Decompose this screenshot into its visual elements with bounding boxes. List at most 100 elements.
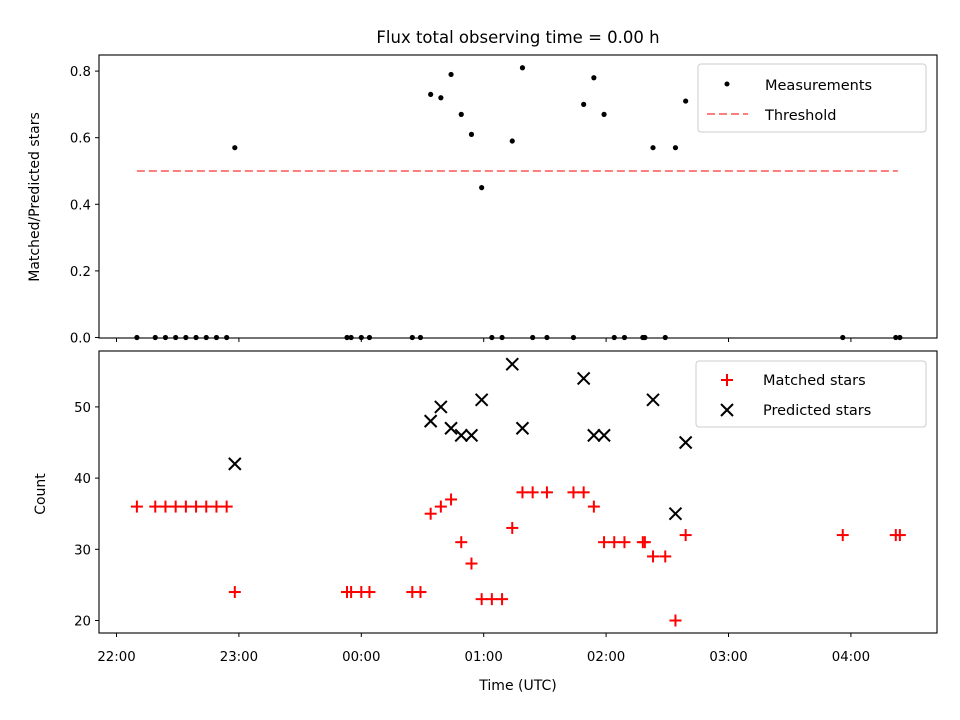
matched-star-point	[577, 486, 590, 499]
matched-star-point	[445, 493, 458, 506]
top-y-tick-label: 0.4	[70, 198, 91, 213]
matched-star-point	[598, 536, 611, 549]
bottom-y-tick-label: 20	[74, 615, 91, 630]
top-axes-frame	[98, 54, 938, 339]
matched-star-point	[190, 500, 203, 513]
bottom-y-ticks: 20 30 40 50	[74, 401, 99, 630]
top-legend-box	[697, 63, 927, 133]
legend-measurements-marker	[724, 81, 730, 87]
measurement-point	[672, 145, 679, 151]
measurement-point	[509, 138, 515, 144]
matched-star-point	[130, 500, 143, 513]
matched-star-point	[345, 586, 358, 599]
top-y-ticks: 0.0 0.2 0.4 0.6 0.8	[70, 65, 99, 347]
top-y-tick-label: 0.2	[70, 265, 91, 280]
bottom-y-axis-label: Count	[33, 473, 49, 515]
matched-star-point	[414, 586, 427, 599]
count-points	[130, 357, 906, 627]
matched-star-point	[363, 586, 376, 599]
x-tick-label: 02:00	[587, 650, 625, 665]
matched-star-point	[159, 500, 172, 513]
predicted-star-point	[228, 457, 242, 471]
top-y-tick-label: 0.6	[70, 132, 91, 147]
measurement-point	[468, 131, 475, 137]
matched-star-point	[540, 486, 553, 499]
predicted-star-point	[587, 428, 601, 443]
x-tick-label: 00:00	[342, 650, 380, 665]
bottom-y-tick-label: 40	[74, 472, 91, 487]
matched-star-point	[169, 500, 182, 513]
measurement-point	[232, 145, 238, 151]
matched-star-point	[210, 500, 223, 513]
legend-matched-label: Matched stars	[763, 373, 866, 389]
measurement-point	[479, 185, 485, 191]
top-y-axis-label: Matched/Predicted stars	[27, 112, 43, 282]
matched-star-point	[647, 550, 660, 563]
predicted-star-point	[678, 435, 693, 450]
predicted-star-point	[668, 506, 683, 521]
legend-matched-marker	[721, 374, 733, 386]
measurement-point	[683, 98, 689, 104]
matched-star-point	[200, 500, 213, 513]
matched-star-point	[506, 521, 519, 534]
matched-star-point	[455, 536, 468, 549]
predicted-star-point	[454, 428, 468, 443]
matched-star-point	[485, 593, 498, 606]
matched-star-point	[516, 486, 529, 499]
bottom-panel: 20 30 40 50 22:00 23:00 00:00 01:00 02:00 03:00 0…	[33, 350, 938, 694]
top-x-ticks	[116, 338, 852, 342]
bottom-legend-box	[695, 360, 927, 428]
matched-star-point	[149, 500, 162, 513]
x-tick-label: 22:00	[97, 650, 135, 665]
predicted-star-point	[464, 428, 479, 443]
predicted-star-point	[646, 393, 660, 407]
predicted-star-point	[576, 371, 591, 386]
x-tick-label: 23:00	[220, 650, 258, 665]
bottom-axes-frame	[98, 350, 938, 634]
top-legend: Measurements Threshold	[697, 63, 927, 133]
predicted-star-point	[597, 428, 611, 443]
bottom-legend: Matched stars Predicted stars	[695, 360, 927, 428]
matched-star-point	[496, 593, 509, 606]
x-tick-label: 03:00	[709, 650, 747, 665]
top-panel: 0.00.20.40.60.8 Matched/Predicted stars …	[27, 54, 938, 347]
predicted-star-point	[505, 357, 519, 371]
matched-star-point	[567, 486, 580, 499]
chart-title: Flux total observing time = 0.00 h	[376, 28, 659, 47]
top-y-tick-label: 0.8	[70, 65, 91, 80]
measurement-point	[438, 95, 444, 101]
matched-star-point	[434, 500, 447, 513]
predicted-star-point	[444, 421, 458, 435]
legend-predicted-marker	[720, 403, 734, 417]
x-tick-label: 01:00	[465, 650, 503, 665]
measurement-point	[448, 71, 454, 78]
predicted-star-point	[474, 393, 489, 407]
matched-star-point	[228, 586, 241, 599]
predicted-star-point	[434, 400, 448, 414]
matched-star-point	[836, 529, 849, 542]
measurement-point	[601, 111, 607, 117]
legend-threshold-label: Threshold	[764, 108, 836, 124]
bottom-y-tick-label: 50	[74, 401, 91, 416]
bottom-x-ticks: 22:00 23:00 00:00 01:00 02:00 03:00 04:00	[97, 633, 870, 665]
matched-star-point	[618, 536, 631, 549]
x-tick-label: 04:00	[832, 650, 870, 665]
legend-measurements-label: Measurements	[765, 78, 872, 94]
measurement-point	[519, 65, 526, 71]
measurement-point	[581, 101, 587, 107]
matched-star-point	[608, 536, 621, 549]
measurement-point	[458, 111, 464, 117]
matched-star-point	[424, 507, 437, 520]
legend-predicted-label: Predicted stars	[763, 403, 871, 419]
predicted-star-point	[423, 414, 438, 428]
measurement-point	[428, 91, 434, 98]
matched-star-point	[465, 557, 478, 570]
matched-star-point	[220, 500, 233, 513]
predicted-star-point	[515, 421, 530, 435]
matched-star-point	[587, 500, 600, 513]
matched-star-point	[475, 593, 488, 606]
top-y-tick-label: 0.0	[70, 332, 91, 347]
x-axis-label: Time (UTC)	[478, 678, 556, 694]
measurement-point	[650, 145, 656, 151]
